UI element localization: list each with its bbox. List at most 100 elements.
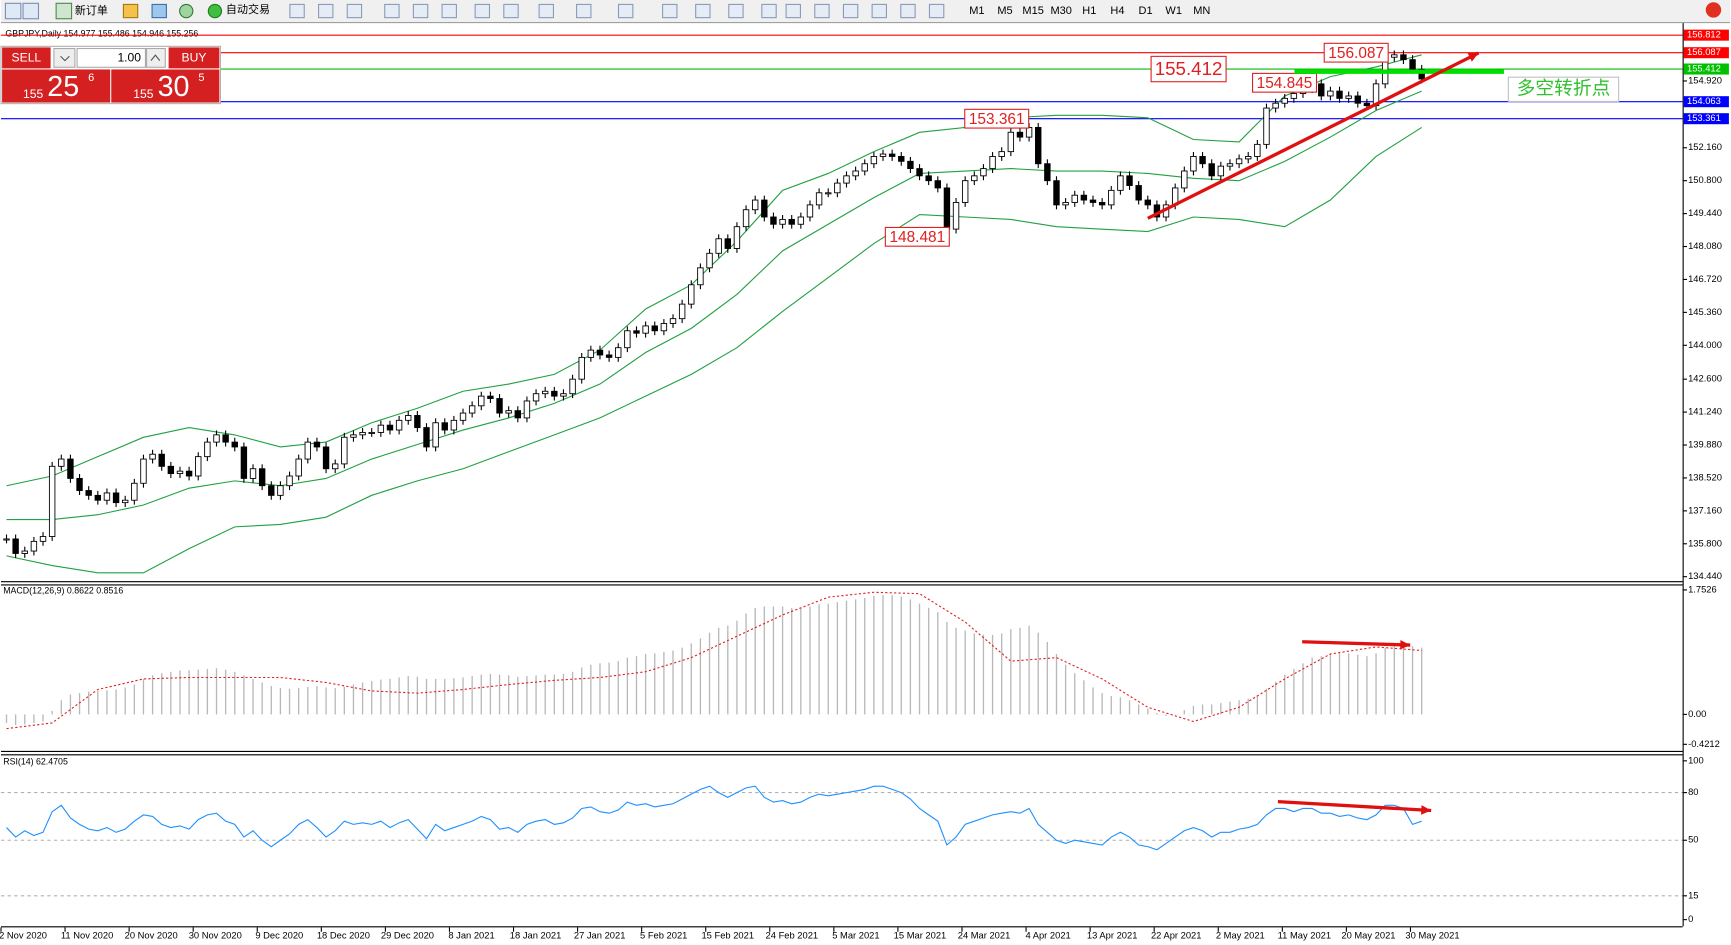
buy-label[interactable]: BUY [182, 51, 207, 65]
timeframe-button[interactable]: M15 [1022, 5, 1043, 17]
timeframe-button[interactable]: H4 [1110, 5, 1124, 17]
volume-stepper[interactable] [145, 47, 166, 68]
tool-icon[interactable] [662, 3, 678, 19]
candle [1217, 165, 1225, 177]
price-chart: 155.412 156.087 154.845 153.361 148.481 多空转折点 [0, 34, 1683, 574]
candle [971, 175, 978, 182]
sell-button[interactable] [2, 47, 51, 69]
candle [341, 436, 348, 465]
level-tag-label: 155.412 [1687, 64, 1721, 74]
candle [240, 446, 248, 479]
tool-icon[interactable] [928, 3, 945, 19]
candle [103, 492, 111, 501]
auto-trading-button[interactable]: 自动交易 [226, 2, 270, 16]
tool-icon[interactable] [576, 3, 592, 19]
time-label: 4 Apr 2021 [1025, 931, 1070, 941]
buy-price-box[interactable] [111, 69, 220, 103]
candle [596, 349, 604, 356]
tool-icon[interactable] [761, 3, 777, 19]
rsi-label: RSI(14) 62.4705 [3, 756, 68, 766]
candle [998, 151, 1005, 157]
candle [432, 422, 439, 448]
candle [48, 465, 56, 537]
tool-icon[interactable] [289, 3, 305, 19]
candle [30, 540, 38, 552]
tool-icon[interactable] [814, 3, 830, 19]
rsi-panel: RSI(14) 62.4705 [0, 756, 1683, 897]
candle [1354, 95, 1361, 104]
notification-badge[interactable] [1705, 2, 1722, 18]
timeframe-button[interactable]: W1 [1165, 5, 1182, 17]
tool-icon[interactable] [842, 3, 859, 19]
macd-tick-label: -0.4212 [1688, 739, 1720, 749]
turning-point-label: 多空转折点 [1517, 77, 1611, 98]
tool-icon[interactable] [695, 3, 711, 19]
candle [1044, 163, 1051, 182]
tool-icon[interactable] [179, 3, 194, 19]
sell-label[interactable]: SELL [12, 51, 42, 65]
price-tick-label: 148.080 [1688, 241, 1722, 251]
candle [633, 330, 640, 334]
timeframe-button[interactable]: M1 [969, 5, 984, 17]
candle [1098, 202, 1106, 206]
tool-icon[interactable] [900, 3, 916, 19]
candle [1290, 93, 1298, 99]
tool-icon[interactable] [728, 3, 744, 19]
candle [468, 405, 476, 414]
volume-input[interactable] [76, 47, 146, 68]
sell-price-box[interactable] [2, 69, 111, 103]
tool-icon[interactable] [412, 3, 429, 19]
candle [1080, 194, 1088, 201]
volume-dropdown[interactable] [53, 47, 76, 68]
candle [560, 393, 567, 397]
candle [459, 412, 467, 421]
tool-icon[interactable] [151, 3, 167, 19]
timeframe-button[interactable]: H1 [1082, 5, 1096, 17]
volume-value[interactable]: 1.00 [117, 51, 141, 65]
price-annotation-box [964, 108, 1030, 129]
tool-icon[interactable] [318, 3, 334, 19]
rsi-tick-label: 0 [1688, 914, 1693, 924]
price-tick-label: 142.600 [1688, 374, 1722, 384]
tool-icon[interactable] [785, 3, 801, 19]
tool-icon[interactable] [503, 3, 519, 19]
tool-icon[interactable] [122, 3, 139, 19]
buy-button[interactable] [168, 47, 220, 69]
timeframe-button[interactable]: M5 [997, 5, 1012, 17]
tool-icon[interactable] [384, 3, 400, 19]
price-annotation: 155.412 [1155, 58, 1223, 79]
candle [1071, 194, 1078, 203]
candle [605, 354, 613, 358]
tool-icon[interactable] [871, 3, 888, 19]
tool-icon[interactable] [346, 3, 363, 19]
candle [1089, 199, 1097, 203]
tool-icon[interactable] [4, 2, 22, 20]
auto-trading-icon[interactable] [207, 3, 223, 19]
timeframe-button[interactable]: M30 [1051, 5, 1072, 17]
candle [1053, 180, 1060, 206]
tool-icon[interactable] [22, 2, 40, 20]
candle [715, 238, 722, 254]
candle [514, 410, 521, 419]
price-annotation-box [884, 226, 950, 247]
timeframe-button[interactable]: D1 [1139, 5, 1153, 17]
level-tag-label: 156.812 [1687, 30, 1721, 40]
time-label: 20 May 2021 [1341, 931, 1395, 941]
new-order-button[interactable]: 新订单 [75, 3, 108, 17]
tool-icon[interactable] [441, 3, 457, 19]
candle [3, 538, 10, 541]
candle [852, 170, 859, 177]
turning-box [1507, 76, 1620, 102]
price-tick-label: 141.240 [1688, 407, 1722, 417]
candle [669, 318, 677, 324]
time-label: 13 Apr 2021 [1087, 931, 1137, 941]
new-order-icon[interactable] [55, 2, 73, 20]
time-label: 30 May 2021 [1405, 931, 1459, 941]
trend-arrow [1277, 799, 1432, 813]
tool-icon[interactable] [474, 3, 491, 19]
time-label: 20 Nov 2020 [125, 931, 178, 941]
candle [1135, 185, 1142, 201]
timeframe-button[interactable]: MN [1193, 5, 1210, 17]
tool-icon[interactable] [617, 3, 634, 19]
tool-icon[interactable] [538, 3, 554, 19]
